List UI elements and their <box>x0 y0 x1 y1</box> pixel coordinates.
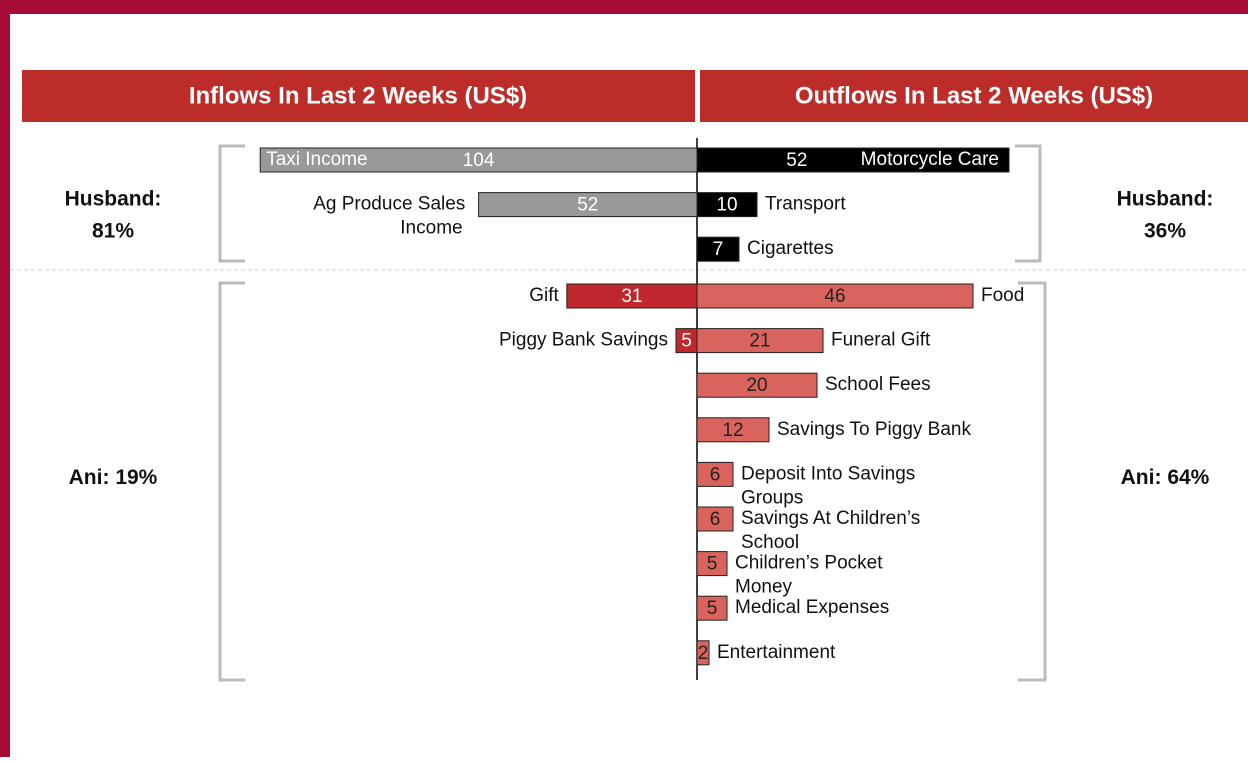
top-band <box>0 0 1248 14</box>
category-label: Piggy Bank Savings <box>499 330 668 351</box>
category-label: Children’s Pocket Money <box>735 553 888 598</box>
group-label: Ani: 64% <box>1121 466 1210 489</box>
bar <box>259 147 698 173</box>
category-label: Deposit Into Savings Groups <box>741 463 921 508</box>
inflows-title: Inflows In Last 2 Weeks (US$) <box>189 82 527 109</box>
brackets <box>218 144 1047 682</box>
group-name: Ani: <box>69 466 110 489</box>
category-label: Savings To Piggy Bank <box>777 419 971 440</box>
value-label: 104 <box>463 150 495 171</box>
bar <box>696 417 770 443</box>
bar <box>696 328 824 354</box>
category-label: School Fees <box>825 374 931 395</box>
bar <box>696 461 734 487</box>
group-share: 81% <box>92 220 134 243</box>
group-name: Husband: <box>65 188 162 211</box>
bar <box>696 147 1010 173</box>
group-name: Husband: <box>1117 188 1214 211</box>
value-label: 5 <box>681 331 692 352</box>
group-share: 19% <box>115 466 157 489</box>
value-label: 6 <box>710 509 721 530</box>
bar <box>696 640 710 666</box>
group-label: Ani: 19% <box>69 466 158 489</box>
bar <box>696 506 734 532</box>
bracket <box>1018 281 1047 682</box>
value-label: 31 <box>621 286 642 307</box>
bar <box>696 283 974 309</box>
category-label: Motorcycle Care <box>861 149 999 170</box>
value-label: 46 <box>824 286 845 307</box>
category-label: Transport <box>765 194 846 215</box>
outflows-title: Outflows In Last 2 Weeks (US$) <box>795 82 1153 109</box>
outflows-header <box>700 70 1248 122</box>
category-label: Savings At Children’s School <box>741 508 925 553</box>
value-label: 5 <box>707 554 718 575</box>
value-label: 10 <box>716 195 737 216</box>
left-band <box>0 0 10 757</box>
category-label: Cigarettes <box>747 238 834 259</box>
bracket <box>218 144 245 263</box>
value-label: 52 <box>577 195 598 216</box>
group-name: Ani: <box>1121 466 1162 489</box>
category-label: Funeral Gift <box>831 330 931 351</box>
category-label: Gift <box>529 285 559 306</box>
value-label: 20 <box>746 375 767 396</box>
category-label: Food <box>981 285 1024 306</box>
bar <box>696 192 758 218</box>
bar <box>696 236 740 262</box>
bar <box>696 595 728 621</box>
category-label: Entertainment <box>717 642 836 663</box>
bracket <box>1015 144 1042 263</box>
bar <box>696 551 728 577</box>
bar <box>478 192 698 218</box>
value-label: 6 <box>710 464 721 485</box>
category-label: Ag Produce Sales Income <box>313 194 470 239</box>
category-label: Medical Expenses <box>735 597 889 618</box>
value-label: 7 <box>713 239 724 260</box>
value-label: 21 <box>749 331 770 352</box>
group-share: 36% <box>1144 220 1186 243</box>
value-label: 12 <box>722 420 743 441</box>
bar <box>696 372 818 398</box>
inflows-header <box>22 70 695 122</box>
value-label: 2 <box>698 643 709 664</box>
value-label: 5 <box>707 598 718 619</box>
value-label: 52 <box>786 150 807 171</box>
group-share: 64% <box>1167 466 1209 489</box>
category-label: Taxi Income <box>266 149 367 170</box>
bracket <box>218 281 245 682</box>
